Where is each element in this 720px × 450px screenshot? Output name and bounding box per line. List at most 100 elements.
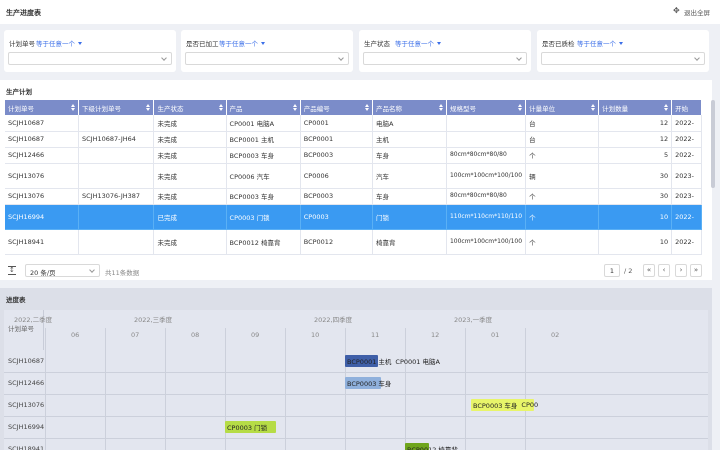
pagination-bar: 20 条/页 共11条数据 1 / 2 « ‹ › » xyxy=(0,262,712,280)
fullscreen-icon xyxy=(673,7,681,16)
table-cell: 110cm*110cm*110/110 xyxy=(446,204,527,230)
gantt-month-label: 10 xyxy=(311,331,320,339)
column-header[interactable]: 产品 xyxy=(226,100,301,115)
filter-label: 生产状态 xyxy=(364,40,390,48)
plan-table: 计划单号 下级计划单号 生产状态 产品 产品编号 产品名称 规格型号 计量单位 … xyxy=(5,100,702,336)
chevron-down-icon xyxy=(338,55,344,61)
table-cell: BCP0001 xyxy=(300,131,373,148)
filter-inspected: 是否已质检 等于任意一个 xyxy=(537,30,709,72)
gantt-task-bar[interactable]: BCP0003 车身 xyxy=(345,377,391,389)
filter-value-select[interactable] xyxy=(541,52,705,65)
gantt-gridline xyxy=(525,328,526,450)
gantt-row-divider xyxy=(4,394,708,395)
gantt-bar-label: BCP0012 椅靠背 xyxy=(407,446,458,450)
column-header[interactable]: 产品名称 xyxy=(372,100,447,115)
filter-operator-dropdown[interactable]: 等于任意一个 xyxy=(577,38,623,48)
gantt-bar-label: BCP0003 车身 xyxy=(347,380,392,388)
gantt-task-bar[interactable]: BCP0001 主机 CP0001 电脑A xyxy=(345,355,440,367)
table-cell xyxy=(78,115,155,132)
table-cell: 10 xyxy=(598,229,673,255)
table-cell xyxy=(78,163,155,189)
column-header[interactable]: 产品编号 xyxy=(300,100,373,115)
table-row[interactable]: SCJH12466 未完成 BCP0003 车身 BCP0003 车身 80cm*80cm… xyxy=(5,147,702,164)
table-row[interactable]: SCJH10687 未完成 CP0001 电脑A CP0001 电脑A 台 12 2022- xyxy=(5,115,702,132)
table-cell: 2022- xyxy=(671,147,702,164)
expand-icon[interactable] xyxy=(8,266,16,275)
vertical-scrollbar[interactable] xyxy=(711,100,715,188)
table-cell: 主机 xyxy=(372,131,447,148)
column-header[interactable]: 规格型号 xyxy=(446,100,527,115)
sort-icon xyxy=(146,104,151,111)
filter-label: 计划单号 xyxy=(9,40,35,48)
table-cell: CP0003 xyxy=(300,204,373,230)
table-cell: 2022- xyxy=(671,131,702,148)
table-cell: 电脑A xyxy=(372,115,447,132)
progress-panel: 进度表 计划单号 2022,二季度 2022,三季度 2022,四季度 2023,一季… xyxy=(0,288,712,450)
gantt-gridline xyxy=(105,328,106,450)
filter-label: 是否已加工 xyxy=(186,40,219,48)
table-cell: SCJH16994 xyxy=(5,204,79,230)
filter-label: 是否已质检 xyxy=(542,40,575,48)
total-count: 共11条数据 xyxy=(105,269,140,277)
table-cell: 椅靠背 xyxy=(372,229,447,255)
filter-operator-dropdown[interactable]: 等于任意一个 xyxy=(395,38,441,48)
sort-icon xyxy=(664,104,669,111)
table-cell: 汽车 xyxy=(372,163,447,189)
filter-plan-no: 计划单号 等于任意一个 xyxy=(4,30,176,72)
gantt-bar-extra-label: CP00 xyxy=(521,401,539,409)
filter-value-select[interactable] xyxy=(8,52,172,65)
production-plan-panel: 生产计划 计划单号 下级计划单号 生产状态 产品 产品编号 产品名称 规格型号 … xyxy=(0,80,712,337)
prev-page-button[interactable]: ‹ xyxy=(658,264,670,277)
gantt-task-bar[interactable]: BCP0003 车身 CP00 xyxy=(471,399,538,411)
table-cell: 80cm*80cm*80/80 xyxy=(446,188,527,205)
page-size-select[interactable]: 20 条/页 xyxy=(25,264,100,277)
gantt-month-label: 09 xyxy=(251,331,260,339)
table-row[interactable]: SCJH16994 已完成 CP0003 门锁 CP0003 门锁 110cm*110cm… xyxy=(5,204,702,230)
page-title: 生产进度表 xyxy=(6,9,41,17)
table-header: 计划单号 下级计划单号 生产状态 产品 产品编号 产品名称 规格型号 计量单位 … xyxy=(5,100,702,115)
gantt-chart: 计划单号 2022,二季度 2022,三季度 2022,四季度 2023,一季度 06 0… xyxy=(4,310,708,450)
column-header[interactable]: 下级计划单号 xyxy=(78,100,155,115)
gantt-row-divider xyxy=(4,438,708,439)
column-header[interactable]: 计量单位 xyxy=(525,100,600,115)
gantt-month-label: 11 xyxy=(371,331,380,339)
gantt-task-bar[interactable]: BCP0012 椅靠背 xyxy=(405,443,458,450)
gantt-quarter-label: 2022,二季度 xyxy=(14,316,53,324)
table-cell: 2022- xyxy=(671,204,702,230)
table-cell: 车身 xyxy=(372,147,447,164)
table-cell: 未完成 xyxy=(153,188,227,205)
filter-operator-dropdown[interactable]: 等于任意一个 xyxy=(36,38,82,48)
caret-down-icon xyxy=(78,42,82,45)
next-page-button[interactable]: › xyxy=(675,264,687,277)
filter-value-select[interactable] xyxy=(185,52,349,65)
exit-fullscreen-button[interactable]: 退出全屏 xyxy=(673,7,710,17)
filter-operator-dropdown[interactable]: 等于任意一个 xyxy=(219,38,265,48)
sort-icon xyxy=(218,104,223,111)
table-row[interactable]: SCJH18941 未完成 BCP0012 椅靠背 BCP0012 椅靠背 100cm*1… xyxy=(5,229,702,255)
table-cell: 2023- xyxy=(671,163,702,189)
column-header[interactable]: 生产状态 xyxy=(153,100,227,115)
column-header[interactable]: 开始 xyxy=(671,100,702,115)
sort-icon xyxy=(591,104,596,111)
first-page-button[interactable]: « xyxy=(643,264,655,277)
gantt-task-bar[interactable]: CP0003 门锁 xyxy=(225,421,276,433)
gantt-row-header: 计划单号 xyxy=(4,310,44,350)
table-row[interactable]: SCJH13076 未完成 CP0006 汽车 CP0006 汽车 100cm*100cm… xyxy=(5,163,702,189)
last-page-button[interactable]: » xyxy=(690,264,702,277)
table-row[interactable]: SCJH10687 SCJH10687-JH64 未完成 BCP0001 主机 BCP0… xyxy=(5,131,702,148)
table-row[interactable]: SCJH13076 SCJH13076-JH387 未完成 BCP0003 车身 BCP… xyxy=(5,188,702,205)
table-cell: 2023- xyxy=(671,188,702,205)
gantt-row-label: SCJH13076 xyxy=(8,401,45,409)
page-number-input[interactable]: 1 xyxy=(604,264,620,277)
column-header[interactable]: 计划数量 xyxy=(598,100,673,115)
table-cell xyxy=(78,147,155,164)
sort-icon xyxy=(292,104,297,111)
gantt-quarter-label: 2022,四季度 xyxy=(314,316,353,324)
table-cell: 12 xyxy=(598,115,673,132)
table-cell: BCP0003 xyxy=(300,188,373,205)
table-cell: 2022- xyxy=(671,115,702,132)
caret-down-icon xyxy=(619,42,623,45)
column-header[interactable]: 计划单号 xyxy=(5,100,79,115)
filter-value-select[interactable] xyxy=(363,52,527,65)
table-cell: CP0003 门锁 xyxy=(226,204,301,230)
